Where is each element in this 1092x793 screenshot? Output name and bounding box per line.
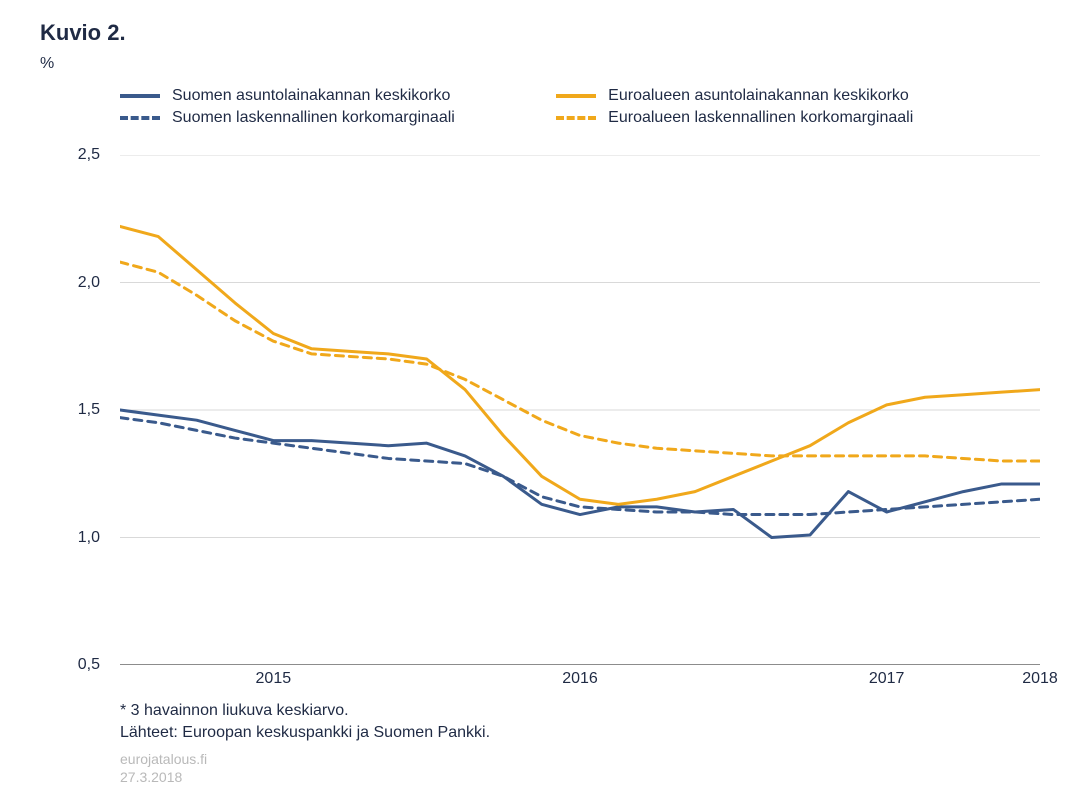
legend-label: Euroalueen laskennallinen korkomarginaal… bbox=[608, 109, 913, 127]
watermark-date: 27.3.2018 bbox=[120, 768, 207, 786]
legend-label: Euroalueen asuntolainakannan keskikorko bbox=[608, 87, 909, 105]
y-tick-label: 1,5 bbox=[78, 401, 100, 419]
x-tick-label: 2018 bbox=[1022, 670, 1058, 688]
watermark: eurojatalous.fi 27.3.2018 bbox=[120, 750, 207, 786]
y-tick-label: 2,0 bbox=[78, 274, 100, 292]
line-chart-svg bbox=[120, 155, 1040, 665]
footnote-text: * 3 havainnon liukuva keskiarvo. bbox=[120, 700, 490, 722]
plot-area bbox=[120, 155, 1040, 665]
legend-swatch bbox=[120, 94, 160, 98]
legend-swatch bbox=[556, 94, 596, 98]
watermark-site: eurojatalous.fi bbox=[120, 750, 207, 768]
legend-item: Euroalueen asuntolainakannan keskikorko bbox=[556, 85, 1032, 107]
legend-label: Suomen laskennallinen korkomarginaali bbox=[172, 109, 455, 127]
x-tick-label: 2015 bbox=[256, 670, 292, 688]
source-note: * 3 havainnon liukuva keskiarvo. Lähteet… bbox=[120, 700, 490, 743]
y-tick-label: 2,5 bbox=[78, 146, 100, 164]
legend-item: Euroalueen laskennallinen korkomarginaal… bbox=[556, 107, 1032, 129]
x-tick-label: 2016 bbox=[562, 670, 598, 688]
y-axis: 0,51,01,52,02,5 bbox=[0, 155, 110, 665]
legend-label: Suomen asuntolainakannan keskikorko bbox=[172, 87, 450, 105]
chart-title: Kuvio 2. bbox=[40, 20, 126, 46]
legend-swatch bbox=[120, 116, 160, 120]
y-tick-label: 0,5 bbox=[78, 656, 100, 674]
x-axis: 2015201620172018 bbox=[120, 670, 1040, 694]
legend-item: Suomen laskennallinen korkomarginaali bbox=[120, 107, 556, 129]
x-tick-label: 2017 bbox=[869, 670, 905, 688]
chart-container: Kuvio 2. % Suomen asuntolainakannan kesk… bbox=[0, 0, 1092, 793]
legend-swatch bbox=[556, 116, 596, 120]
y-axis-unit: % bbox=[40, 55, 54, 73]
source-text: Lähteet: Euroopan keskuspankki ja Suomen… bbox=[120, 722, 490, 744]
y-tick-label: 1,0 bbox=[78, 529, 100, 547]
legend: Suomen asuntolainakannan keskikorko Euro… bbox=[120, 85, 1032, 129]
legend-item: Suomen asuntolainakannan keskikorko bbox=[120, 85, 556, 107]
